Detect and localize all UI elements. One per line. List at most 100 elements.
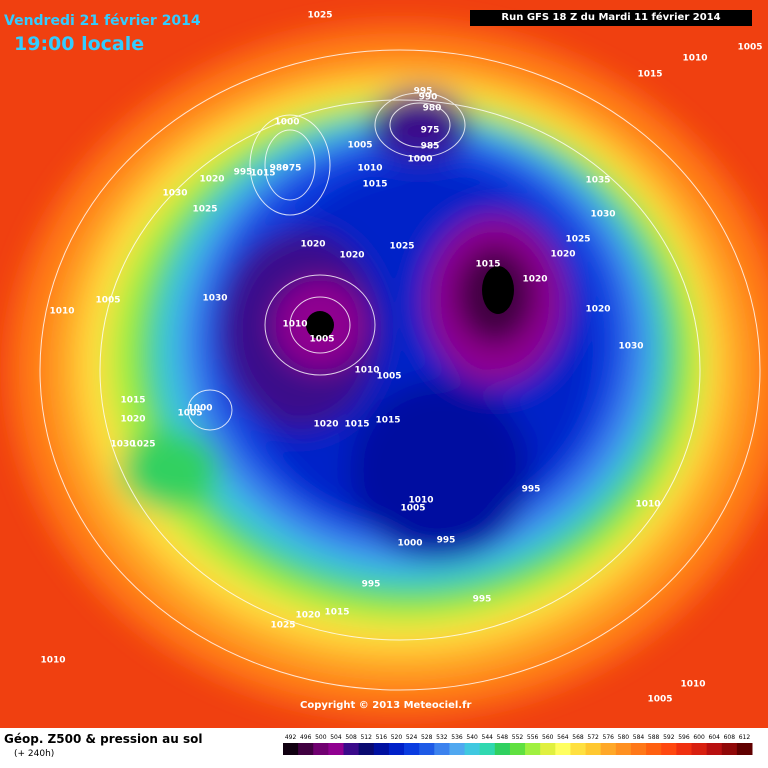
- isobar-label: 1010: [635, 500, 660, 510]
- isobar-label: 1025: [192, 205, 217, 215]
- isobar-label: 995: [362, 580, 381, 590]
- legend-label: 516: [376, 734, 388, 741]
- legend-swatch: [419, 743, 435, 755]
- legend-label: 540: [466, 734, 478, 741]
- run-info: Run GFS 18 Z du Mardi 11 février 2014: [470, 10, 752, 26]
- isobar-label: 1020: [585, 305, 610, 315]
- isobar-label: 980: [423, 104, 442, 114]
- legend-swatch: [691, 743, 708, 755]
- legend-swatch: [449, 743, 466, 755]
- isobar-label: 1015: [375, 416, 400, 426]
- legend-swatch: [661, 743, 677, 755]
- legend-label: 548: [497, 734, 509, 741]
- isobar-label: 995: [234, 168, 253, 178]
- legend-label: 496: [300, 734, 312, 741]
- legend-swatch: [555, 743, 571, 755]
- legend: 492 496 500 504 508 512 516 520 524 528 532 536 540 5…: [283, 734, 753, 755]
- isobar-label: 980: [270, 164, 289, 174]
- isobar-label: 1030: [202, 294, 227, 304]
- isobar-label: 975: [421, 126, 440, 136]
- legend-label: 532: [436, 734, 448, 741]
- isobar-label: 1010: [408, 496, 433, 506]
- valid-date: Vendredi 21 février 2014: [4, 13, 201, 29]
- isobar-label: 995: [522, 485, 541, 495]
- isobar-label: 1005: [95, 296, 120, 306]
- isobar-label: 1005: [376, 372, 401, 382]
- legend-swatch: [434, 743, 450, 755]
- legend-swatch: [721, 743, 738, 755]
- isobar-label: 1000: [187, 404, 212, 414]
- isobar-label: 975: [283, 164, 302, 174]
- height-field: [10, 25, 768, 715]
- isobar-label: 1020: [522, 275, 547, 285]
- legend-swatch: [585, 743, 602, 755]
- isobar-label: 1000: [274, 118, 299, 128]
- isobar-label: 1015: [475, 260, 500, 270]
- legend-swatch: [736, 743, 753, 755]
- isobar-label: 1020: [550, 250, 575, 260]
- legend-label: 544: [482, 734, 494, 741]
- legend-label: 536: [451, 734, 463, 741]
- legend-swatch: [464, 743, 481, 755]
- legend-label: 564: [557, 734, 569, 741]
- map-canvas: 1025101010051015995990980975985100010001…: [0, 0, 768, 728]
- legend-swatch: [404, 743, 420, 755]
- legend-label: 604: [708, 734, 720, 741]
- legend-label: 528: [421, 734, 433, 741]
- legend-swatch: [373, 743, 390, 755]
- legend-label: 560: [542, 734, 554, 741]
- legend-label: 512: [360, 734, 372, 741]
- isobar-label: 1005: [347, 141, 372, 151]
- legend-swatch: [494, 743, 511, 755]
- isobar-label: 995: [414, 87, 433, 97]
- legend-swatch: [525, 743, 541, 755]
- legend-swatch: [479, 743, 496, 755]
- legend-label: 520: [391, 734, 403, 741]
- legend-label: 600: [693, 734, 705, 741]
- isobar-label: 1005: [647, 695, 672, 705]
- legend-label: 552: [512, 734, 524, 741]
- legend-label: 524: [406, 734, 418, 741]
- isobar-label: 1020: [313, 420, 338, 430]
- isobar-label: 1015: [362, 180, 387, 190]
- isobar-label: 1030: [590, 210, 615, 220]
- isobar-label: 985: [421, 142, 440, 152]
- legend-swatch: [313, 743, 329, 755]
- legend-label: 508: [345, 734, 357, 741]
- legend-swatch: [615, 743, 632, 755]
- isobar-label: 1025: [307, 11, 332, 21]
- legend-label: 608: [724, 734, 736, 741]
- isobar-label: 1020: [120, 415, 145, 425]
- legend-label: 612: [739, 734, 751, 741]
- isobar-label: 1010: [49, 307, 74, 317]
- isobar-label: 1010: [682, 54, 707, 64]
- isobar-label: 1025: [130, 440, 155, 450]
- isobar-label: 1005: [309, 335, 334, 345]
- isobar-label: 1010: [357, 164, 382, 174]
- isobar-label: 1015: [120, 396, 145, 406]
- isobar-label: 1030: [618, 342, 643, 352]
- isobar-label: 1005: [737, 43, 762, 53]
- footer-subtitle: (+ 240h): [14, 749, 55, 759]
- legend-swatch: [570, 743, 587, 755]
- isobar-label: 1015: [250, 169, 275, 179]
- isobar-label: 995: [437, 536, 456, 546]
- legend-swatch: [630, 743, 647, 755]
- legend-swatch: [298, 743, 314, 755]
- isobar-lines: [39, 49, 761, 691]
- isobar-label: 1025: [270, 621, 295, 631]
- legend-swatch: [646, 743, 662, 755]
- low-core: [306, 311, 334, 339]
- legend-label: 504: [330, 734, 342, 741]
- legend-label: 568: [572, 734, 584, 741]
- legend-swatch: [343, 743, 360, 755]
- isobar-label: 1010: [354, 366, 379, 376]
- isobar-label: 1010: [40, 656, 65, 666]
- isobar-label: 1005: [400, 504, 425, 514]
- legend-label: 580: [618, 734, 630, 741]
- legend-label: 556: [527, 734, 539, 741]
- legend-swatch: [540, 743, 556, 755]
- low-core: [482, 266, 514, 314]
- legend-swatch: [509, 743, 526, 755]
